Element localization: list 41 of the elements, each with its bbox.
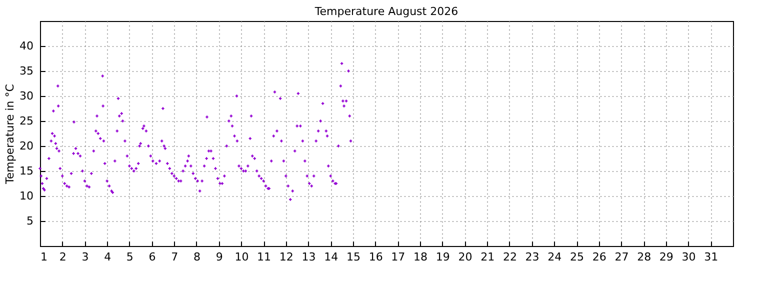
x-tick-label: 16 — [368, 250, 383, 264]
x-tick-label: 24 — [548, 250, 562, 264]
x-tick-label: 26 — [592, 250, 606, 264]
x-tick-label: 23 — [525, 250, 540, 264]
x-tick-label: 17 — [391, 250, 406, 264]
x-tick-label: 7 — [171, 250, 178, 264]
x-tick-label: 8 — [193, 250, 200, 264]
x-tick-label: 21 — [480, 250, 495, 264]
x-tick-label: 25 — [570, 250, 584, 264]
x-tick-label: 9 — [216, 250, 223, 264]
y-tick-label: 15 — [20, 164, 34, 178]
y-tick-label: 20 — [20, 140, 34, 152]
y-tick-label: 5 — [26, 214, 34, 228]
y-axis-title: Temperature in °C — [4, 84, 17, 185]
x-tick-label: 20 — [458, 250, 472, 264]
y-tick-label: 35 — [20, 64, 34, 78]
y-tick-label: 25 — [20, 114, 34, 128]
y-tick-label: 40 — [20, 40, 34, 52]
x-tick-label: 3 — [82, 250, 89, 264]
x-tick-label: 10 — [234, 250, 249, 264]
x-tick-label: 11 — [257, 250, 272, 264]
x-tick-label: 18 — [414, 250, 428, 264]
x-tick-label: 28 — [637, 250, 652, 264]
x-tick-label: 1 — [40, 250, 48, 264]
x-tick-label: 5 — [126, 250, 134, 264]
x-tick-label: 31 — [704, 250, 718, 264]
x-tick-label: 13 — [302, 250, 316, 264]
x-tick-label: 22 — [502, 250, 517, 264]
x-tick-label: 19 — [436, 250, 450, 264]
x-tick-label: 12 — [279, 250, 294, 264]
x-tick-label: 29 — [659, 250, 674, 264]
x-tick-label: 27 — [614, 250, 629, 264]
x-tick-label: 30 — [682, 250, 696, 264]
y-tick-label: 30 — [20, 90, 34, 102]
x-tick-label: 2 — [59, 250, 66, 264]
x-tick-label: 15 — [346, 250, 360, 264]
x-tick-label: 6 — [148, 250, 156, 264]
x-tick-label: 4 — [104, 250, 112, 264]
x-tick-label: 14 — [324, 250, 338, 264]
y-tick-label: 10 — [20, 190, 34, 202]
chart-title: Temperature August 2026 — [314, 5, 458, 18]
